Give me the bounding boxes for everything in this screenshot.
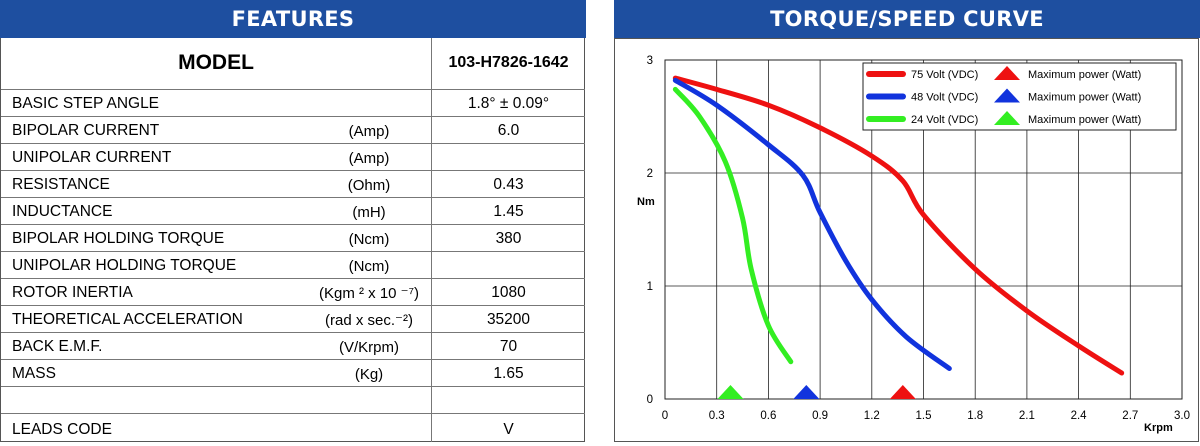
spec-name: LEADS CODE xyxy=(12,421,112,438)
x-tick-label: 0 xyxy=(662,410,668,422)
spec-name: UNIPOLAR HOLDING TORQUE xyxy=(12,257,237,274)
spec-unit: (Ohm) xyxy=(347,177,391,194)
spec-value: 1.65 xyxy=(493,365,524,382)
spec-value: 6.0 xyxy=(497,122,520,139)
spec-value: 1.45 xyxy=(493,203,524,220)
model-label: MODEL xyxy=(178,51,254,74)
y-tick-label: 3 xyxy=(647,55,653,67)
spec-name: BACK E.M.F. xyxy=(12,338,103,355)
spec-unit: (Amp) xyxy=(348,123,390,140)
spec-name: MASS xyxy=(12,365,56,382)
y-axis-label: Nm xyxy=(637,196,655,208)
x-axis-label: Krpm xyxy=(1144,422,1173,434)
table-row: MASS (Kg) 1.65 xyxy=(1,360,585,387)
spec-name: THEORETICAL ACCELERATION xyxy=(12,311,243,328)
x-tick-label: 1.2 xyxy=(864,410,880,422)
features-table: MODEL 103-H7826-1642 BASIC STEP ANGLE 1.8… xyxy=(0,38,585,442)
legend-series-label: 75 Volt (VDC) xyxy=(911,69,978,81)
legend-max-power-marker xyxy=(994,111,1020,125)
spec-value: 0.43 xyxy=(493,176,524,193)
x-tick-label: 0.3 xyxy=(709,410,725,422)
table-row: BIPOLAR CURRENT (Amp) 6.0 xyxy=(1,117,585,144)
spec-name: UNIPOLAR CURRENT xyxy=(12,149,172,166)
series-line xyxy=(672,86,794,365)
y-tick-label: 2 xyxy=(647,168,653,180)
spec-unit: (Ncm) xyxy=(348,231,390,248)
torque-speed-chart: 0 0.3 0.6 0.9 1.2 1.5 1.8 2.1 2.4 2.7 3.0 0 1 2 3 Nm Krp… xyxy=(637,55,1190,434)
spec-name: ROTOR INERTIA xyxy=(12,284,133,301)
y-tick-label: 1 xyxy=(647,281,653,293)
spec-value: 70 xyxy=(499,338,518,355)
model-value: 103-H7826-1642 xyxy=(448,54,569,71)
model-row: MODEL 103-H7826-1642 xyxy=(1,38,585,90)
spec-name: BIPOLAR HOLDING TORQUE xyxy=(12,230,225,247)
spec-value: V xyxy=(503,421,514,438)
table-row: BIPOLAR HOLDING TORQUE (Ncm) 380 xyxy=(1,225,585,252)
x-tick-label: 3.0 xyxy=(1174,410,1190,422)
legend-max-power-label: Maximum power (Watt) xyxy=(1028,92,1141,104)
spec-unit: (Kg) xyxy=(354,366,384,383)
x-tick-label: 2.1 xyxy=(1019,410,1035,422)
spec-value: 35200 xyxy=(486,311,531,328)
legend-box xyxy=(862,62,1177,131)
y-tick-label: 0 xyxy=(647,394,653,406)
x-tick-label: 2.7 xyxy=(1122,410,1138,422)
spec-value: 380 xyxy=(495,230,522,247)
spec-value: 1.8° ± 0.09° xyxy=(467,95,550,112)
table-row xyxy=(1,387,585,414)
x-tick-label: 0.6 xyxy=(760,410,776,422)
table-row: UNIPOLAR HOLDING TORQUE (Ncm) xyxy=(1,252,585,279)
spec-unit: (Kgm ² x 10 ⁻⁷) xyxy=(318,285,420,302)
series-line xyxy=(672,75,1125,376)
table-row: INDUCTANCE (mH) 1.45 xyxy=(1,198,585,225)
spec-name: BIPOLAR CURRENT xyxy=(12,122,160,139)
table-row: BASIC STEP ANGLE 1.8° ± 0.09° xyxy=(1,90,585,117)
spec-unit: (rad x sec.⁻²) xyxy=(325,312,413,329)
x-tick-label: 1.8 xyxy=(967,410,983,422)
spec-value: 1080 xyxy=(491,284,526,301)
spec-name: INDUCTANCE xyxy=(12,203,113,220)
legend-max-power-marker xyxy=(994,88,1020,103)
table-row: RESISTANCE (Ohm) 0.43 xyxy=(1,171,585,198)
max-power-marker xyxy=(889,385,916,399)
series-line xyxy=(672,77,952,371)
legend-series-label: 48 Volt (VDC) xyxy=(911,92,978,104)
spec-unit: (mH) xyxy=(352,204,386,221)
column-divider xyxy=(431,38,432,442)
chart-container: 0 0.3 0.6 0.9 1.2 1.5 1.8 2.1 2.4 2.7 3.0 0 1 2 3 Nm Krp… xyxy=(614,38,1199,442)
table-row: THEORETICAL ACCELERATION (rad x sec.⁻²) 35… xyxy=(1,306,585,333)
max-power-marker xyxy=(793,385,820,399)
legend-max-power-marker xyxy=(994,66,1020,80)
legend-series-label: 24 Volt (VDC) xyxy=(911,114,978,126)
spec-name: BASIC STEP ANGLE xyxy=(12,95,160,112)
spec-unit: (Amp) xyxy=(348,150,390,167)
legend-max-power-label: Maximum power (Watt) xyxy=(1028,114,1141,126)
table-row: BACK E.M.F. (V/Krpm) 70 xyxy=(1,333,585,360)
table-row: LEADS CODE V xyxy=(1,414,585,442)
table-row: UNIPOLAR CURRENT (Amp) xyxy=(1,144,585,171)
chart-title: TORQUE/SPEED CURVE xyxy=(614,0,1200,38)
torque-speed-panel: TORQUE/SPEED CURVE 0 0.3 0.6 0.9 1.2 1.5 1.8 2.… xyxy=(614,0,1200,443)
x-tick-label: 2.4 xyxy=(1071,410,1088,422)
features-title: FEATURES xyxy=(0,0,586,38)
spec-unit: (Ncm) xyxy=(348,258,390,275)
max-power-marker xyxy=(717,385,744,399)
x-tick-label: 1.5 xyxy=(916,410,932,422)
features-panel: FEATURES MODEL 103-H7826-1642 BASIC STEP… xyxy=(0,0,586,443)
legend-max-power-label: Maximum power (Watt) xyxy=(1028,69,1141,81)
spec-unit: (V/Krpm) xyxy=(339,339,399,356)
x-tick-label: 0.9 xyxy=(812,410,828,422)
spec-name: RESISTANCE xyxy=(12,176,110,193)
table-row: ROTOR INERTIA (Kgm ² x 10 ⁻⁷) 1080 xyxy=(1,279,585,306)
